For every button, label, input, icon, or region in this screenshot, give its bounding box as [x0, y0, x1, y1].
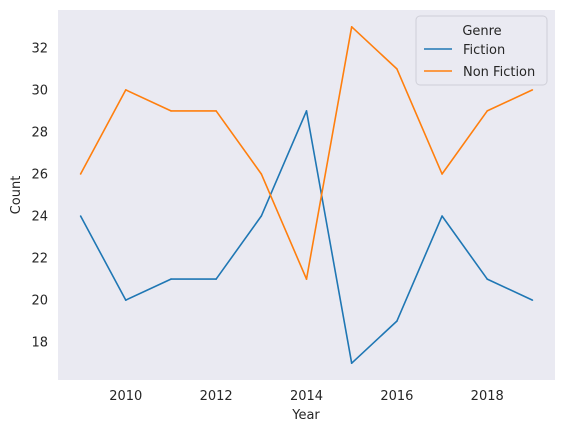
x-tick-label: 2016	[380, 389, 413, 404]
y-tick-label: 22	[31, 252, 48, 267]
legend-title: Genre	[462, 24, 501, 39]
data-point-non-fiction	[79, 173, 82, 175]
y-axis-ticks: 18 20 22 24 26 28 30 32	[31, 41, 48, 350]
data-point-fiction	[79, 215, 82, 217]
data-point-fiction	[260, 215, 263, 217]
data-point-non-fiction	[260, 173, 263, 175]
y-tick-label: 28	[31, 125, 48, 140]
x-axis-ticks: 2010 2012 2014 2016 2018	[109, 389, 504, 404]
x-tick-label: 2012	[200, 389, 233, 404]
x-tick-label: 2010	[109, 389, 142, 404]
y-tick-label: 18	[31, 336, 48, 351]
data-point-non-fiction	[441, 173, 443, 175]
x-axis-label: Year	[291, 408, 320, 423]
data-point-fiction	[215, 278, 217, 280]
y-tick-label: 30	[31, 83, 48, 98]
series-lines	[79, 26, 534, 364]
data-point-non-fiction	[124, 89, 127, 91]
y-tick-label: 20	[31, 294, 48, 309]
data-point-fiction	[305, 110, 308, 112]
data-point-non-fiction	[215, 110, 217, 112]
data-point-non-fiction	[531, 89, 534, 91]
data-point-fiction	[170, 278, 172, 280]
legend-box	[415, 15, 548, 86]
data-point-fiction	[124, 299, 127, 301]
x-tick-label: 2018	[471, 389, 504, 404]
data-point-fiction	[531, 299, 534, 301]
legend: Genre Fiction Non Fiction	[415, 15, 548, 86]
data-point-fiction	[396, 320, 398, 322]
y-tick-label: 32	[31, 41, 48, 56]
data-point-non-fiction	[170, 110, 172, 112]
x-tick-label: 2014	[290, 389, 323, 404]
data-point-fiction	[441, 215, 443, 217]
legend-label-non-fiction: Non Fiction	[463, 65, 535, 80]
data-point-non-fiction	[486, 110, 489, 112]
data-point-non-fiction	[350, 26, 353, 28]
y-tick-label: 26	[31, 167, 48, 182]
data-point-fiction	[350, 362, 353, 364]
y-axis-label: Count	[9, 176, 24, 215]
data-point-fiction	[486, 278, 489, 280]
y-tick-label: 24	[31, 210, 48, 225]
data-point-non-fiction	[305, 278, 308, 280]
data-point-non-fiction	[396, 68, 398, 70]
legend-label-fiction: Fiction	[463, 43, 505, 58]
